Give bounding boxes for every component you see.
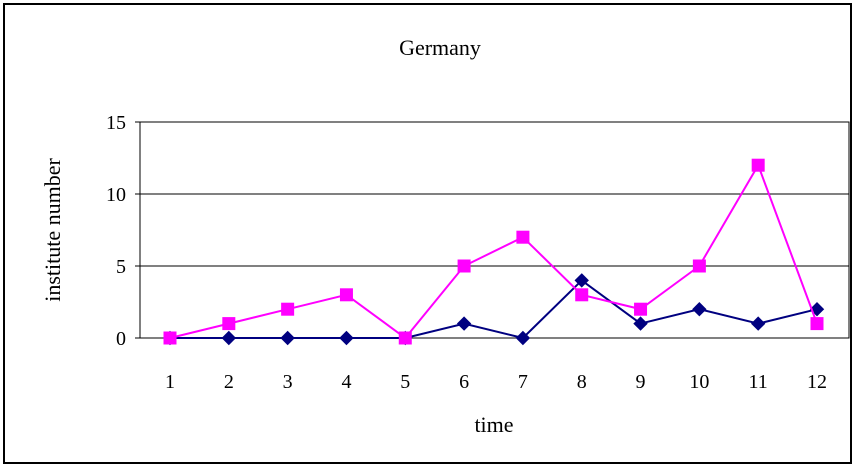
data-point <box>280 330 295 346</box>
x-tick-label: 12 <box>807 371 827 393</box>
data-point <box>339 330 354 346</box>
data-point <box>633 316 648 331</box>
x-axis-label: time <box>474 412 513 437</box>
x-tick-label: 3 <box>283 371 293 393</box>
series-line <box>169 162 818 340</box>
x-tick-label: 4 <box>341 371 351 393</box>
series-line <box>170 279 818 340</box>
data-point <box>692 301 707 317</box>
data-point <box>221 330 237 346</box>
x-tick-label: 7 <box>518 371 528 393</box>
x-axis-ticks: 1 2 3 4 5 6 7 8 9 10 11 12 <box>165 371 827 393</box>
data-point <box>281 302 295 316</box>
x-tick-label: 1 <box>165 371 175 393</box>
x-tick-label: 2 <box>224 371 234 393</box>
x-tick-label: 6 <box>459 371 469 393</box>
data-point <box>574 273 589 288</box>
x-tick-label: 9 <box>636 371 646 393</box>
data-point <box>222 317 236 331</box>
x-tick-label: 5 <box>400 371 410 393</box>
series-1 <box>162 273 825 346</box>
x-tick-label: 11 <box>749 371 768 393</box>
data-point <box>398 331 412 345</box>
chart-frame <box>3 3 852 464</box>
chart-title: Germany <box>399 35 481 60</box>
data-point <box>692 259 706 273</box>
data-point <box>163 331 177 345</box>
data-point <box>515 330 531 346</box>
plot-area <box>139 121 850 339</box>
x-tick-label: 10 <box>689 371 709 393</box>
grid-lines <box>140 193 849 267</box>
data-point <box>750 316 766 331</box>
y-axis-label: institute number <box>40 158 65 302</box>
data-point <box>810 317 824 331</box>
data-point <box>456 316 472 331</box>
data-point <box>575 288 589 302</box>
y-tick-label: 10 <box>106 184 126 206</box>
y-axis-ticks: 0 5 10 15 <box>106 112 140 350</box>
x-tick-label: 8 <box>577 371 587 393</box>
y-tick-label: 0 <box>116 328 126 350</box>
data-point <box>516 230 530 244</box>
y-tick-label: 15 <box>106 112 126 134</box>
series-group <box>162 158 825 346</box>
data-point <box>751 158 765 172</box>
y-tick-label: 5 <box>116 256 126 278</box>
data-point <box>457 259 471 273</box>
series-2 <box>163 158 824 345</box>
data-point <box>634 302 648 316</box>
data-point <box>339 288 353 302</box>
